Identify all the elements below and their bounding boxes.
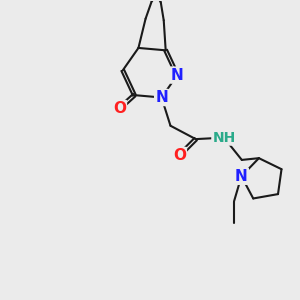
Text: N: N bbox=[155, 90, 168, 105]
Text: O: O bbox=[173, 148, 186, 163]
Text: O: O bbox=[113, 101, 126, 116]
Text: NH: NH bbox=[212, 130, 236, 145]
Text: N: N bbox=[235, 169, 248, 184]
Text: N: N bbox=[171, 68, 184, 82]
